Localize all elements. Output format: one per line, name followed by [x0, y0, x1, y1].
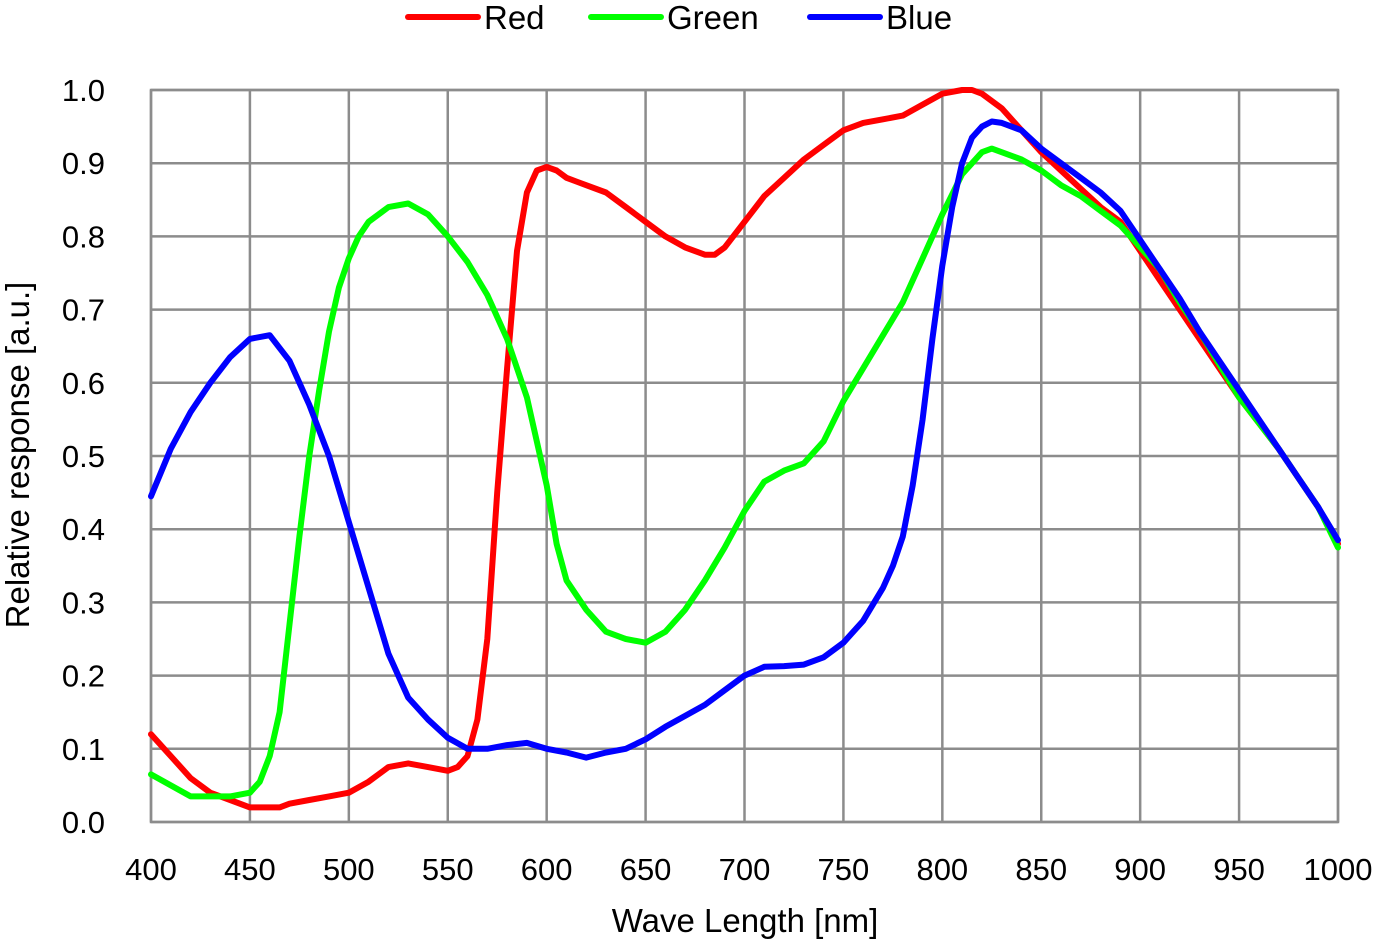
legend-label-red: Red [484, 0, 545, 36]
x-tick-label: 500 [323, 852, 375, 887]
x-tick-label: 750 [818, 852, 870, 887]
y-tick-label: 0.1 [62, 732, 105, 767]
series-line-blue [148, 118, 1341, 761]
y-tick-label: 1.0 [62, 73, 105, 108]
y-tick-label: 0.2 [62, 659, 105, 694]
y-tick-labels: 0.0 0.1 0.2 0.3 0.4 0.5 0.6 0.7 0.8 0.9 1.0 [62, 73, 105, 840]
x-tick-label: 600 [521, 852, 573, 887]
x-tick-label: 700 [719, 852, 771, 887]
legend-label-blue: Blue [886, 0, 952, 36]
x-tick-label: 550 [422, 852, 474, 887]
y-tick-label: 0.6 [62, 366, 105, 401]
x-tick-label: 400 [125, 852, 177, 887]
x-tick-label: 1000 [1304, 852, 1373, 887]
legend: Red Green Blue [405, 0, 952, 36]
x-tick-labels: 400 450 500 550 600 650 700 750 800 850 900 950 1000 [125, 852, 1372, 887]
x-tick-label: 450 [224, 852, 276, 887]
x-tick-label: 900 [1114, 852, 1166, 887]
y-tick-label: 0.9 [62, 146, 105, 181]
y-tick-label: 0.3 [62, 585, 105, 620]
y-tick-label: 0.8 [62, 219, 105, 254]
series-layer [148, 87, 1341, 811]
plot-area-border [149, 88, 1340, 824]
y-tick-label: 0.5 [62, 439, 105, 474]
y-tick-label: 0.0 [62, 805, 105, 840]
x-tick-label: 950 [1213, 852, 1265, 887]
x-tick-label: 850 [1015, 852, 1067, 887]
x-tick-label: 650 [620, 852, 672, 887]
x-axis-label: Wave Length [nm] [612, 902, 879, 939]
x-tick-label: 800 [916, 852, 968, 887]
legend-label-green: Green [667, 0, 759, 36]
y-tick-label: 0.4 [62, 512, 105, 547]
y-tick-label: 0.7 [62, 293, 105, 328]
y-axis-label: Relative response [a.u.] [0, 282, 36, 629]
